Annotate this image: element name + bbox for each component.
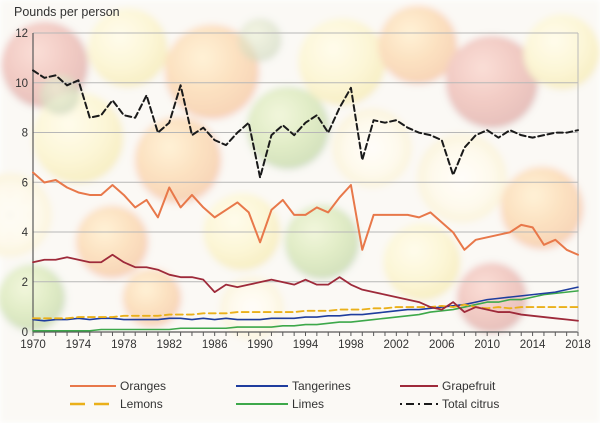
svg-text:Tangerines: Tangerines bbox=[292, 379, 351, 393]
svg-text:Lemons: Lemons bbox=[120, 397, 163, 411]
svg-text:Limes: Limes bbox=[292, 397, 324, 411]
svg-text:Grapefruit: Grapefruit bbox=[442, 379, 496, 393]
svg-text:Oranges: Oranges bbox=[120, 379, 166, 393]
svg-text:Total citrus: Total citrus bbox=[442, 397, 499, 411]
